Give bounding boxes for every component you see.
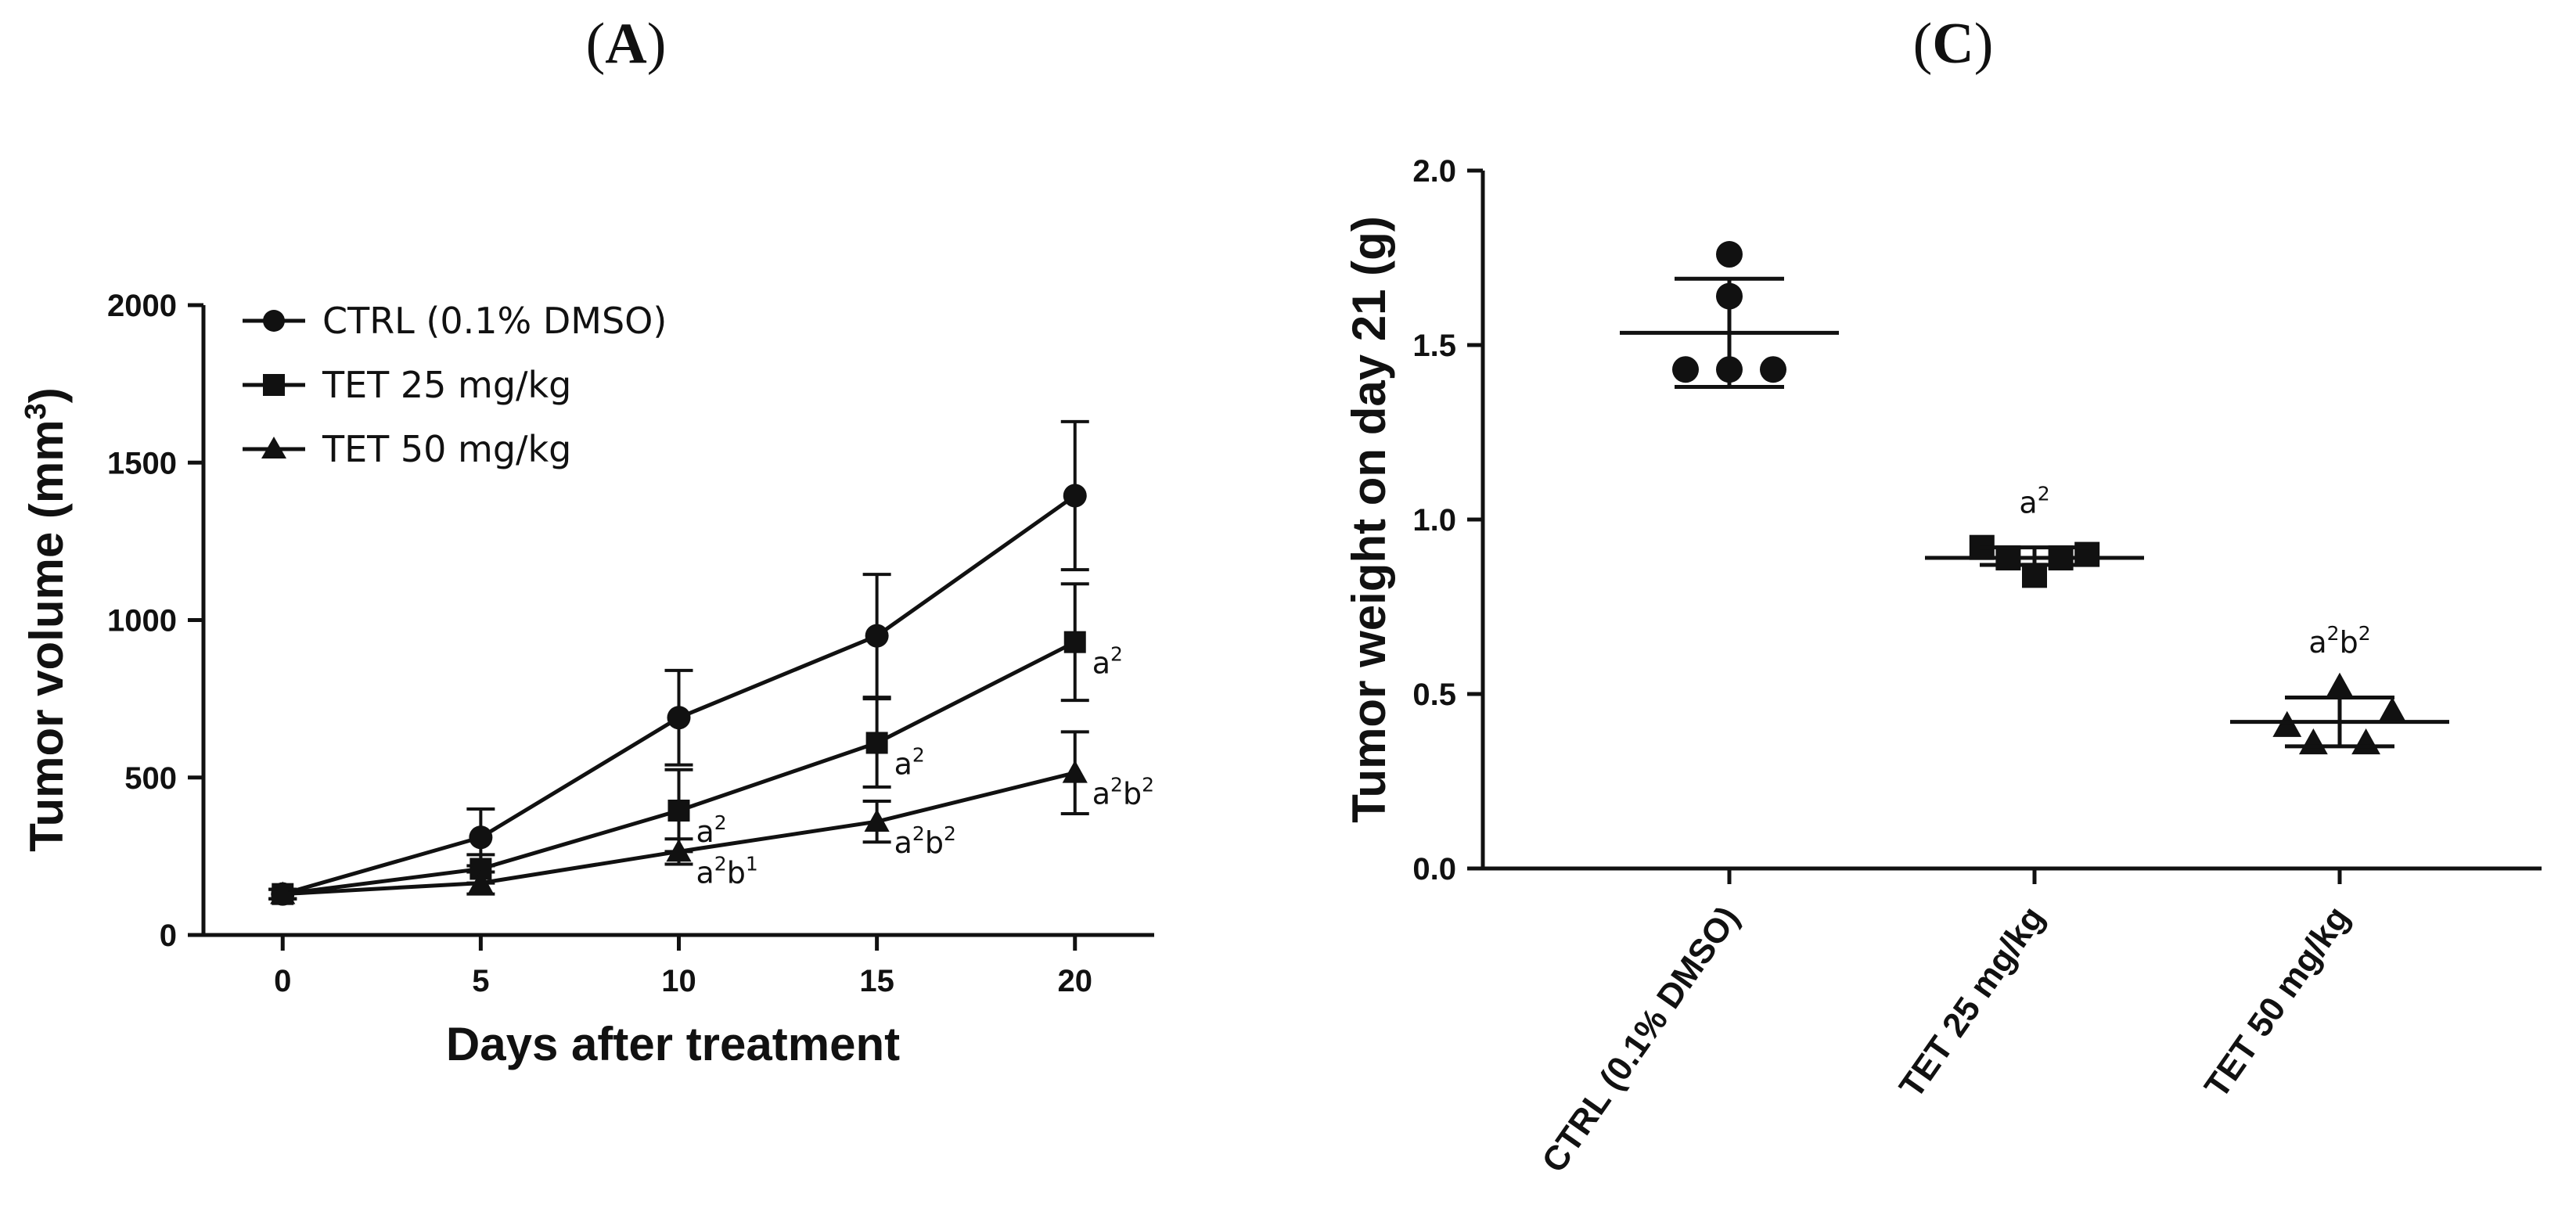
panel-c-x-ticks: CTRL (0.1% DMSO) TET 25 mg/kg TET 50 mg/kg bbox=[1534, 868, 2357, 1179]
data-point-triangle bbox=[2351, 728, 2380, 755]
panel-a-y-tick-label: 2000 bbox=[107, 289, 177, 323]
data-point-triangle bbox=[666, 839, 692, 862]
panel-a-x-tick-label: 20 bbox=[1058, 964, 1093, 998]
significance-annotation: a2b2 bbox=[1092, 774, 1154, 811]
panel-c-y-tick-label: 2.0 bbox=[1412, 154, 1456, 189]
data-point-triangle bbox=[270, 881, 296, 904]
panel-a-x-tick-label: 5 bbox=[472, 964, 489, 998]
legend-label-ctrl: CTRL (0.1% DMSO) bbox=[322, 300, 667, 342]
panel-a-y-tick-label: 500 bbox=[124, 761, 177, 796]
panel-a-x-ticks: 0 5 10 15 20 bbox=[274, 935, 1092, 998]
data-point-triangle bbox=[2377, 696, 2407, 724]
panel-c-y-tick-label: 1.5 bbox=[1412, 329, 1456, 363]
panel-a-y-tick-label: 0 bbox=[160, 919, 177, 953]
data-point-circle bbox=[469, 825, 493, 850]
significance-annotation: a2 bbox=[2019, 483, 2049, 520]
panel-c-axes bbox=[1480, 171, 2542, 871]
significance-annotation: a2b2 bbox=[2308, 622, 2370, 660]
panel-a-series-tet50 bbox=[268, 730, 1089, 904]
panel-a-series-group bbox=[268, 419, 1089, 906]
panel-a-line-chart: 0 500 1000 1500 2000 0 5 10 15 20 Tumor volume (… bbox=[20, 289, 1154, 1070]
panel-a-x-tick-label: 0 bbox=[274, 964, 291, 998]
data-point-circle bbox=[667, 706, 691, 730]
panel-a-legend: CTRL (0.1% DMSO) TET 25 mg/kg TET 50 mg/… bbox=[243, 300, 667, 470]
panel-a-label: (A) bbox=[586, 12, 667, 76]
significance-annotation: a2b1 bbox=[696, 852, 758, 890]
panel-a-y-tick-label: 1500 bbox=[107, 446, 177, 480]
legend-item-tet25: TET 25 mg/kg bbox=[243, 364, 571, 406]
data-point-triangle bbox=[2272, 710, 2302, 737]
data-point-square bbox=[865, 732, 888, 754]
significance-annotation: a2 bbox=[894, 743, 925, 781]
panel-c-y-axis-title: Tumor weight on day 21 (g) bbox=[1343, 216, 1395, 823]
significance-annotation: a2 bbox=[1092, 643, 1123, 681]
data-point-circle bbox=[1063, 484, 1087, 508]
panel-c-group-tet25: a2 bbox=[1925, 483, 2144, 588]
data-point-circle bbox=[865, 624, 889, 648]
panel-c-category-label: CTRL (0.1% DMSO) bbox=[1534, 900, 1747, 1180]
panel-c-y-tick-label: 0.5 bbox=[1412, 678, 1456, 712]
panel-c-y-ticks: 0.0 0.5 1.0 1.5 2.0 bbox=[1412, 154, 1483, 886]
panel-c-scatter-chart: 0.0 0.5 1.0 1.5 2.0 CTRL (0.1% DMSO) TET 25 m… bbox=[1343, 154, 2542, 1179]
legend-circle-marker bbox=[263, 310, 285, 332]
panel-a-y-axis-title: Tumor volume (mm3) bbox=[20, 387, 73, 851]
panel-a-y-ticks: 0 500 1000 1500 2000 bbox=[107, 289, 203, 953]
panel-a-y-tick-label: 1000 bbox=[107, 604, 177, 638]
data-point-square bbox=[2022, 563, 2047, 588]
panel-c-label: (C) bbox=[1913, 12, 1994, 76]
legend-triangle-marker bbox=[261, 437, 286, 458]
data-point-circle bbox=[1760, 356, 1786, 383]
legend-item-ctrl: CTRL (0.1% DMSO) bbox=[243, 300, 667, 342]
panel-c-groups: a2 a2b2 bbox=[1620, 241, 2449, 755]
data-point-square bbox=[1063, 631, 1086, 653]
panel-a-x-axis-title: Days after treatment bbox=[446, 1018, 900, 1070]
panel-c-group-ctrl bbox=[1620, 241, 1839, 390]
significance-annotation: a2b2 bbox=[894, 822, 956, 860]
data-point-triangle bbox=[468, 870, 494, 894]
data-point-triangle bbox=[1062, 760, 1088, 783]
panel-c-category-label: TET 50 mg/kg bbox=[2197, 900, 2357, 1105]
panel-c-y-tick-label: 0.0 bbox=[1412, 852, 1456, 886]
panel-c-y-tick-label: 1.0 bbox=[1412, 503, 1456, 538]
legend-label-tet50: TET 50 mg/kg bbox=[322, 428, 571, 470]
data-point-circle bbox=[1716, 241, 1743, 268]
legend-label-tet25: TET 25 mg/kg bbox=[322, 364, 571, 406]
panel-a-x-tick-label: 10 bbox=[661, 964, 696, 998]
data-point-triangle bbox=[2325, 672, 2355, 699]
panel-c-category-label: TET 25 mg/kg bbox=[1892, 900, 2052, 1105]
legend-item-tet50: TET 50 mg/kg bbox=[243, 428, 571, 470]
data-point-triangle bbox=[864, 809, 890, 832]
data-point-square bbox=[667, 800, 690, 822]
panel-a-x-tick-label: 15 bbox=[859, 964, 894, 998]
significance-annotation: a2 bbox=[696, 811, 727, 849]
legend-square-marker bbox=[263, 374, 285, 396]
data-point-circle bbox=[1672, 356, 1699, 383]
data-point-triangle bbox=[2299, 728, 2328, 755]
panel-c-group-tet50: a2b2 bbox=[2230, 622, 2449, 755]
